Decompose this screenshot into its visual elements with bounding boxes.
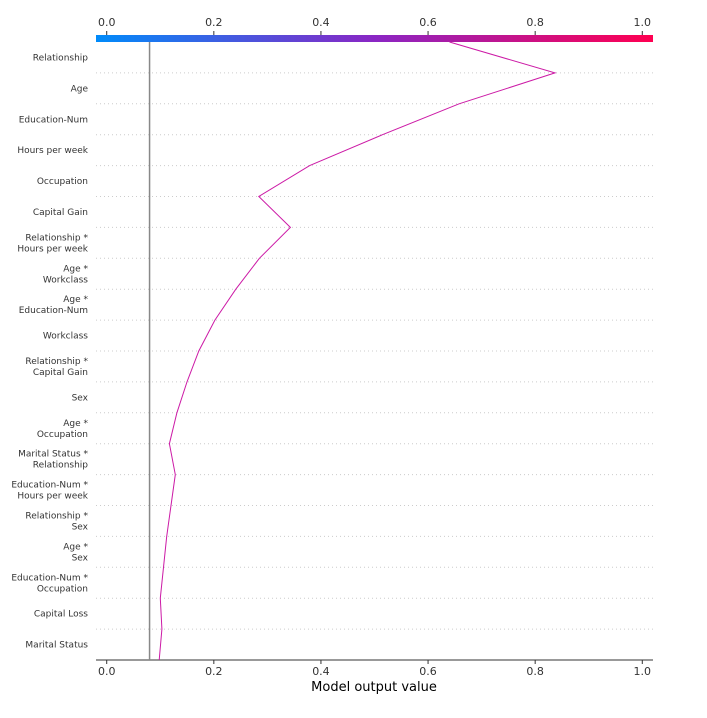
feature-label: Relationship * Sex <box>25 511 88 532</box>
feature-label: Age * Sex <box>63 542 88 563</box>
feature-label: Occupation <box>37 177 88 187</box>
colorbar <box>96 35 653 42</box>
feature-label: Relationship * Capital Gain <box>25 357 88 378</box>
bottom-tick-label: 0.4 <box>312 665 330 678</box>
bottom-tick-label: 1.0 <box>634 665 652 678</box>
feature-label: Capital Loss <box>34 610 88 620</box>
feature-label: Marital Status <box>25 641 88 651</box>
feature-label: Hours per week <box>17 146 88 156</box>
feature-label: Relationship * Hours per week <box>17 233 88 254</box>
top-tick-label: 0.4 <box>312 16 330 29</box>
x-axis-label: Model output value <box>311 680 437 695</box>
feature-label: Education-Num <box>19 115 88 125</box>
feature-label: Relationship <box>33 53 89 63</box>
top-axis: 0.0 0.2 0.4 0.6 0.8 1.0 <box>98 16 651 35</box>
bottom-tick-label: 0.2 <box>205 665 223 678</box>
decision-path-line <box>158 41 557 661</box>
feature-label: Education-Num * Hours per week <box>11 481 88 502</box>
feature-label: Education-Num * Occupation <box>11 573 88 594</box>
feature-labels: Relationship Age Education-Num Hours per we… <box>11 53 88 650</box>
feature-label: Age <box>71 84 89 94</box>
feature-label: Age * Workclass <box>43 264 89 285</box>
top-tick-label: 0.0 <box>98 16 116 29</box>
feature-label: Sex <box>72 393 89 403</box>
top-tick-label: 0.8 <box>526 16 544 29</box>
bottom-tick-label: 0.6 <box>419 665 437 678</box>
top-tick-label: 0.2 <box>205 16 223 29</box>
top-tick-label: 1.0 <box>634 16 652 29</box>
feature-label: Workclass <box>43 332 88 342</box>
top-tick-label: 0.6 <box>419 16 437 29</box>
bottom-axis: 0.0 0.2 0.4 0.6 0.8 1.0 <box>96 659 653 678</box>
feature-label: Age * Education-Num <box>19 295 89 316</box>
feature-label: Marital Status * Relationship <box>18 450 88 471</box>
bottom-tick-label: 0.0 <box>98 665 116 678</box>
grid <box>96 72 653 630</box>
feature-label: Age * Occupation <box>37 419 89 440</box>
feature-label: Capital Gain <box>33 208 88 218</box>
bottom-tick-label: 0.8 <box>526 665 544 678</box>
